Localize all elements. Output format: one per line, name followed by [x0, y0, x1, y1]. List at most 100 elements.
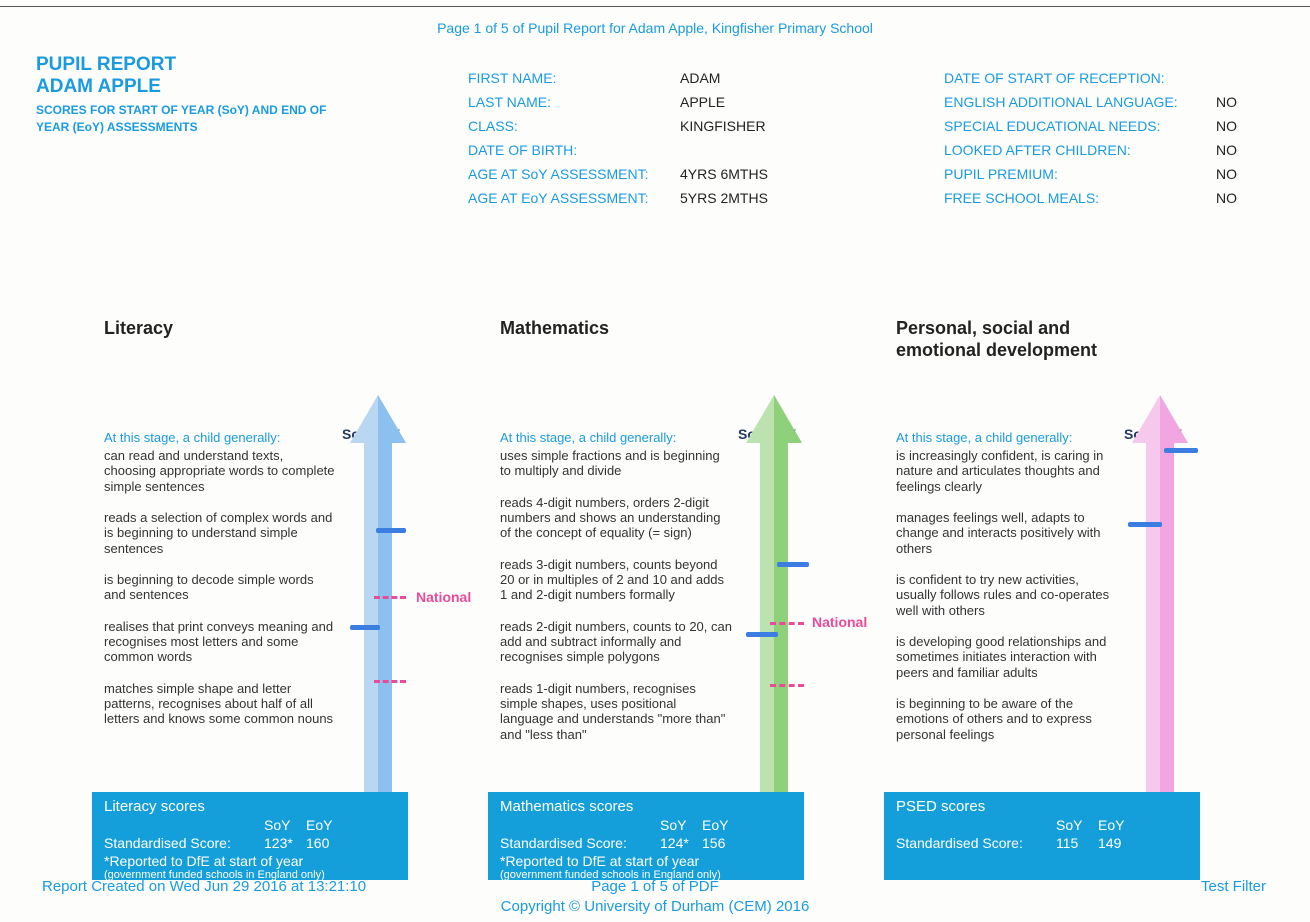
soy-header: SoY	[1056, 817, 1098, 833]
top-rule	[0, 6, 1310, 7]
descriptor: is increasingly confident, is caring in …	[896, 448, 1118, 494]
info-label: CLASS:	[468, 114, 680, 138]
header-subtitle: SCORES FOR START OF YEAR (SoY) AND END O…	[36, 102, 336, 136]
descriptor: is beginning to decode simple words and …	[104, 572, 336, 603]
eoy-score: 156	[702, 835, 725, 851]
info-label: LAST NAME:	[468, 90, 680, 114]
header-title-2: ADAM APPLE	[36, 76, 336, 98]
score-marker	[1164, 448, 1198, 453]
info-row: SPECIAL EDUCATIONAL NEEDS:NO	[944, 114, 1237, 138]
descriptor: is developing good relationships and som…	[896, 634, 1118, 680]
descriptors: uses simple fractions and is beginning t…	[500, 448, 732, 758]
info-row: FREE SCHOOL MEALS:NO	[944, 186, 1237, 210]
info-value: 4YRS 6MTHS	[680, 162, 768, 186]
col-title: Mathematics	[500, 318, 609, 340]
score-note: *Reported to DfE at start of year	[500, 853, 792, 869]
descriptor: reads 1-digit numbers, recognises simple…	[500, 681, 732, 742]
info-label: AGE AT SoY ASSESSMENT:	[468, 162, 680, 186]
info-value: APPLE	[680, 90, 725, 114]
info-row: LOOKED AFTER CHILDREN:NO	[944, 138, 1237, 162]
pupil-info-mid: FIRST NAME:ADAM LAST NAME:APPLE CLASS:KI…	[468, 66, 768, 210]
col-title: Personal, social and emotional developme…	[896, 318, 1156, 361]
report-header: PUPIL REPORT ADAM APPLE SCORES FOR START…	[36, 54, 336, 136]
descriptor: matches simple shape and letter patterns…	[104, 681, 336, 727]
scorebox-mathematics: Mathematics scores SoYEoY Standardised S…	[488, 792, 804, 880]
col-title: Literacy	[104, 318, 173, 340]
score-label: Standardised Score:	[104, 835, 264, 851]
scorebox-title: PSED scores	[896, 798, 1188, 815]
info-value: 5YRS 2MTHS	[680, 186, 768, 210]
footer-copyright: Copyright © University of Durham (CEM) 2…	[0, 898, 1310, 915]
descriptor: reads 2-digit numbers, counts to 20, can…	[500, 619, 732, 665]
descriptor: is confident to try new activities, usua…	[896, 572, 1118, 618]
footer-right: Test Filter	[1201, 878, 1266, 895]
info-value: NO	[1216, 138, 1237, 162]
score-marker	[777, 562, 809, 567]
national-label: National	[812, 614, 867, 630]
info-value: NO	[1216, 162, 1237, 186]
scorebox-literacy: Literacy scores SoYEoY Standardised Scor…	[92, 792, 408, 880]
info-label: FIRST NAME:	[468, 66, 680, 90]
stage-header: At this stage, a child generally:	[500, 430, 676, 445]
score-label: Standardised Score:	[896, 835, 1056, 851]
info-value: KINGFISHER	[680, 114, 766, 138]
info-row: ENGLISH ADDITIONAL LANGUAGE:NO	[944, 90, 1237, 114]
national-marker	[770, 622, 804, 625]
eoy-header: EoY	[306, 817, 332, 833]
info-row: CLASS:KINGFISHER	[468, 114, 768, 138]
score-marker	[746, 632, 778, 637]
eoy-score: 149	[1098, 835, 1121, 851]
descriptor: reads 4-digit numbers, orders 2-digit nu…	[500, 495, 732, 541]
eoy-header: EoY	[1098, 817, 1124, 833]
info-label: FREE SCHOOL MEALS:	[944, 186, 1216, 210]
scorebox-title: Literacy scores	[104, 798, 396, 815]
info-label: PUPIL PREMIUM:	[944, 162, 1216, 186]
stage-header: At this stage, a child generally:	[896, 430, 1072, 445]
soy-score: 124*	[660, 835, 702, 851]
info-row: AGE AT SoY ASSESSMENT:4YRS 6MTHS	[468, 162, 768, 186]
soy-score: 123*	[264, 835, 306, 851]
descriptor: reads a selection of complex words and i…	[104, 510, 336, 556]
eoy-score: 160	[306, 835, 329, 851]
info-row: AGE AT EoY ASSESSMENT:5YRS 2MTHS	[468, 186, 768, 210]
descriptor: realises that print conveys meaning and …	[104, 619, 336, 665]
pupil-info-right: DATE OF START OF RECEPTION: ENGLISH ADDI…	[944, 66, 1237, 210]
info-value: NO	[1216, 114, 1237, 138]
soy-header: SoY	[660, 817, 702, 833]
info-value: ADAM	[680, 66, 720, 90]
national-marker	[374, 596, 406, 599]
info-value: NO	[1216, 90, 1237, 114]
eoy-header: EoY	[702, 817, 728, 833]
info-row: FIRST NAME:ADAM	[468, 66, 768, 90]
info-row: DATE OF START OF RECEPTION:	[944, 66, 1237, 90]
progress-arrow-icon	[1132, 395, 1188, 795]
descriptor: uses simple fractions and is beginning t…	[500, 448, 732, 479]
national-marker	[770, 684, 804, 687]
descriptor: manages feelings well, adapts to change …	[896, 510, 1118, 556]
score-marker	[350, 625, 380, 630]
score-marker	[376, 528, 406, 533]
descriptors: can read and understand texts, choosing …	[104, 448, 336, 743]
page-indicator: Page 1 of 5 of Pupil Report for Adam App…	[0, 20, 1310, 36]
info-value: NO	[1216, 186, 1237, 210]
info-label: AGE AT EoY ASSESSMENT:	[468, 186, 680, 210]
scorebox-psed: PSED scores SoYEoY Standardised Score:11…	[884, 792, 1200, 880]
info-label: DATE OF BIRTH:	[468, 138, 680, 162]
soy-header: SoY	[264, 817, 306, 833]
descriptor: is beginning to be aware of the emotions…	[896, 696, 1118, 742]
info-row: PUPIL PREMIUM:NO	[944, 162, 1237, 186]
score-note: *Reported to DfE at start of year	[104, 853, 396, 869]
progress-arrow-icon	[746, 395, 802, 795]
info-label: DATE OF START OF RECEPTION:	[944, 66, 1216, 90]
descriptor: can read and understand texts, choosing …	[104, 448, 336, 494]
national-marker	[374, 680, 406, 683]
soy-score: 115	[1056, 835, 1098, 851]
info-label: LOOKED AFTER CHILDREN:	[944, 138, 1216, 162]
score-marker	[1128, 522, 1162, 527]
scorebox-title: Mathematics scores	[500, 798, 792, 815]
info-row: DATE OF BIRTH:	[468, 138, 768, 162]
progress-arrow-icon	[350, 395, 406, 795]
info-label: SPECIAL EDUCATIONAL NEEDS:	[944, 114, 1216, 138]
score-label: Standardised Score:	[500, 835, 660, 851]
national-label: National	[416, 589, 471, 605]
